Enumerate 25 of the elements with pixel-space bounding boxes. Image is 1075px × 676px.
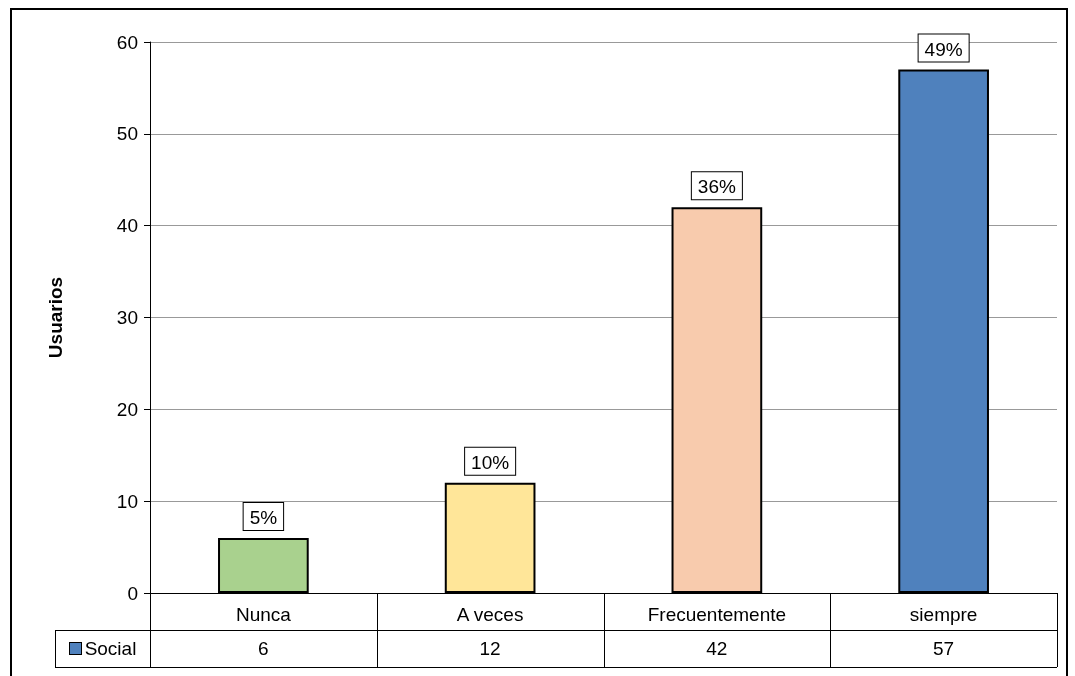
x-tick-label: siempre xyxy=(909,604,978,625)
y-axis-title: Usuarios xyxy=(45,276,66,359)
y-tick-label: 40 xyxy=(116,215,138,237)
legend-label: Social xyxy=(84,637,137,660)
data-label: 42 xyxy=(705,636,729,661)
y-tick-label: 10 xyxy=(116,490,138,512)
bar xyxy=(898,69,989,593)
bar xyxy=(444,482,536,593)
annotation: 36% xyxy=(697,176,736,198)
data-label: 57 xyxy=(932,636,956,661)
x-tick-label: Frecuentemente xyxy=(647,604,787,625)
data-label: 6 xyxy=(257,636,270,661)
y-tick-label: 30 xyxy=(116,307,138,328)
annotation: 5% xyxy=(249,506,278,528)
x-tick-label: A veces xyxy=(456,604,524,625)
y-tick-label: 20 xyxy=(116,398,138,420)
y-tick-label: 0 xyxy=(127,582,138,604)
bar xyxy=(671,207,763,593)
y-tick-label: 50 xyxy=(116,123,138,145)
annotation: 49% xyxy=(924,38,963,60)
y-tick-label: 60 xyxy=(116,31,138,53)
data-label: 12 xyxy=(478,636,502,661)
annotation: 10% xyxy=(471,451,510,473)
bar xyxy=(218,537,309,593)
x-tick-label: Nunca xyxy=(235,604,292,625)
